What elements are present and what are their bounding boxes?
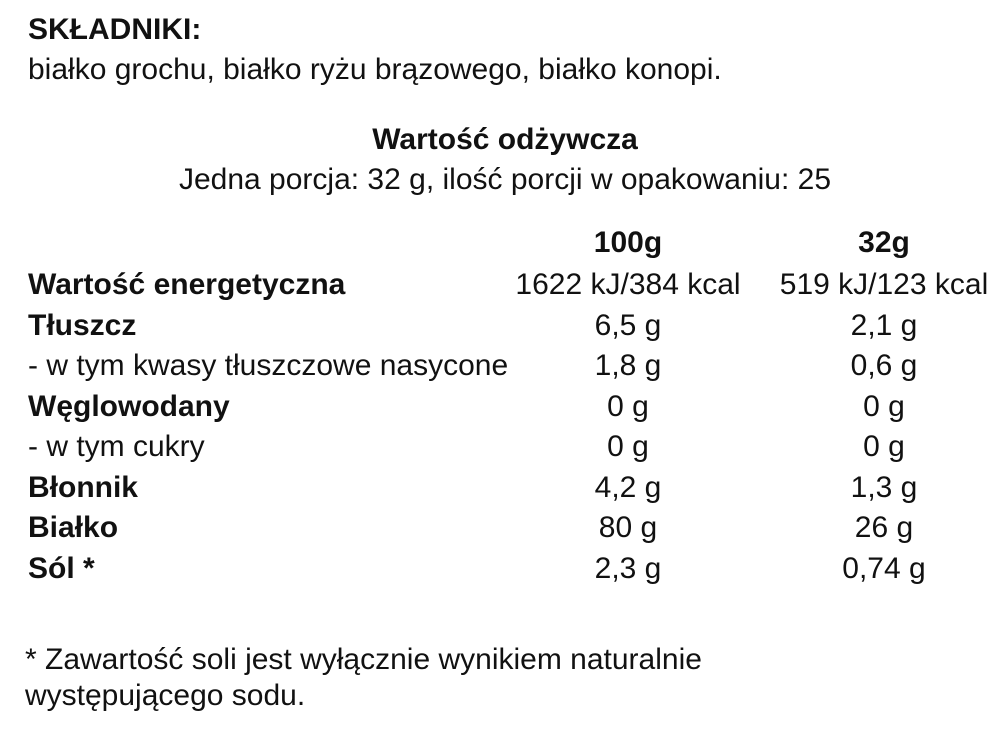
nutrition-title: Wartość odżywcza — [372, 123, 638, 156]
value-100g: 0 g — [607, 430, 649, 463]
row-label: - w tym cukry — [28, 430, 205, 463]
value-serving: 0,74 g — [842, 551, 926, 585]
value-serving: 26 g — [854, 511, 914, 544]
value-100g: 6,5 g — [594, 308, 662, 342]
value-serving: 519 kJ/123 kcal — [779, 268, 989, 301]
row-label: Sól * — [28, 551, 95, 585]
value-serving: 0,6 g — [850, 349, 918, 382]
value-serving: 2,1 g — [850, 308, 918, 342]
value-100g: 1,8 g — [594, 349, 662, 382]
footnote: * Zawartość soli jest wyłącznie wynikiem… — [25, 643, 702, 676]
footnote: występującego sodu. — [25, 679, 306, 712]
row-label: Węglowodany — [28, 389, 230, 423]
value-100g: 4,2 g — [594, 470, 662, 504]
row-label: Błonnik — [28, 470, 138, 504]
value-100g: 80 g — [598, 511, 658, 544]
value-serving: 1,3 g — [850, 470, 918, 504]
row-label: Wartość energetyczna — [28, 268, 346, 301]
value-100g: 2,3 g — [594, 551, 662, 585]
value-serving: 0 g — [863, 430, 905, 463]
value-100g: 1622 kJ/384 kcal — [515, 268, 741, 301]
ingredients-text: białko grochu, białko ryżu brązowego, bi… — [28, 53, 722, 86]
row-label: - w tym kwasy tłuszczowe nasycone — [28, 349, 509, 382]
row-label: Tłuszcz — [28, 308, 137, 342]
serving-info: Jedna porcja: 32 g, ilość porcji w opako… — [178, 163, 832, 196]
value-serving: 0 g — [863, 389, 905, 423]
column-header: 100g — [593, 226, 663, 259]
row-label: Białko — [28, 511, 119, 544]
column-header: 32g — [858, 226, 910, 259]
ingredients-title: SKŁADNIKI: — [28, 13, 202, 46]
value-100g: 0 g — [607, 389, 649, 423]
